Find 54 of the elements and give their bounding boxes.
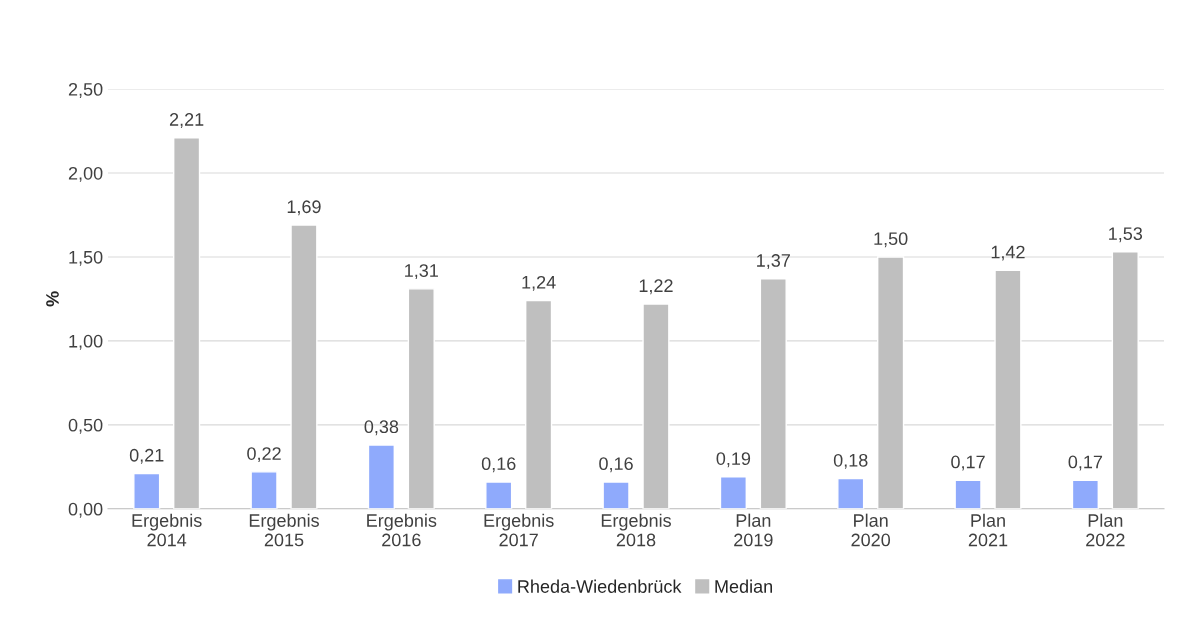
bar [525, 299, 553, 509]
bar [602, 481, 630, 509]
bar [759, 278, 787, 509]
data-label: 1,53 [1109, 227, 1143, 243]
data-label: 0,17 [1068, 455, 1103, 471]
data-label: 1,37 [757, 254, 790, 269]
bar [250, 471, 278, 509]
bar [642, 303, 670, 509]
bar [719, 476, 747, 509]
y-tick-label: 0,50 [68, 418, 103, 434]
x-tick-label: Plan 2021 [968, 513, 1008, 547]
x-tick-label: Ergebnis 2014 [132, 513, 202, 547]
data-label: 0,38 [364, 420, 399, 436]
data-label: 2,21 [169, 113, 204, 128]
x-tick-label: Plan 2020 [851, 513, 891, 547]
x-tick-label: Ergebnis 2017 [484, 513, 554, 547]
y-tick-label: 1,50 [69, 250, 103, 266]
bar [485, 481, 513, 509]
data-label: 0,18 [833, 453, 868, 469]
x-tick-label: Plan 2019 [734, 513, 773, 547]
bar [290, 224, 318, 509]
legend-label: Rheda-Wiedenbrück [518, 579, 682, 593]
bar [994, 269, 1022, 509]
data-label: 0,22 [247, 447, 281, 463]
legend-label: Median [715, 579, 773, 593]
x-tick-label: Ergebnis 2018 [601, 513, 671, 547]
y-tick-label: 1,00 [69, 334, 103, 350]
data-label: 1,42 [991, 245, 1025, 261]
y-axis-title: % [46, 291, 59, 307]
y-tick-label: 2,00 [68, 166, 103, 182]
bar [877, 256, 905, 509]
x-tick-label: Ergebnis 2015 [249, 513, 319, 547]
data-label: 0,21 [129, 448, 164, 464]
data-label: 1,31 [405, 264, 438, 280]
bar [173, 137, 201, 509]
data-label: 0,16 [481, 457, 516, 473]
bar [367, 444, 395, 509]
bar [1071, 479, 1099, 509]
y-tick-label: 2,50 [68, 82, 103, 98]
bar [407, 288, 435, 509]
data-label: 0,16 [599, 457, 633, 473]
data-label: 1,69 [287, 200, 321, 216]
x-tick-label: Ergebnis 2016 [367, 513, 437, 547]
bar [133, 472, 161, 509]
bar [1111, 251, 1139, 509]
y-tick-label: 0,00 [68, 502, 103, 518]
data-label: 0,17 [951, 455, 985, 471]
data-label: 0,19 [716, 452, 751, 468]
x-tick-label: Plan 2022 [1086, 513, 1125, 547]
data-label: 1,50 [874, 232, 908, 248]
data-label: 1,22 [639, 279, 673, 295]
data-label: 1,24 [522, 275, 556, 291]
bar [954, 479, 982, 509]
bar [837, 477, 865, 509]
